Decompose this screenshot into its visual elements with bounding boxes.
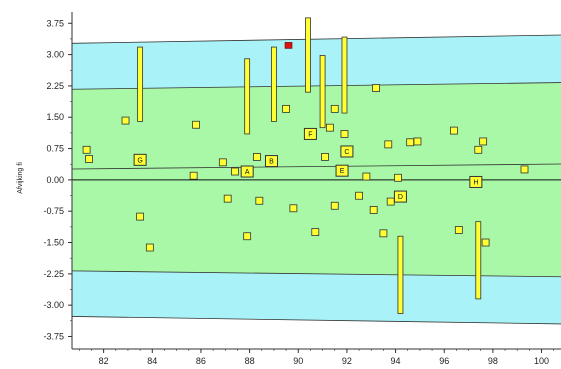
y-tick-label: -2.25 <box>43 269 64 279</box>
data-point <box>192 120 200 129</box>
outer-upper-line <box>71 34 561 44</box>
range-bar <box>319 55 326 129</box>
labeled-point-label: C <box>344 149 349 156</box>
range-bar <box>305 17 311 93</box>
labeled-point-label: B <box>269 159 274 166</box>
data-point <box>406 138 415 147</box>
data-point <box>218 158 227 167</box>
outer-lower-line <box>71 316 561 325</box>
y-tick-label: 0.00 <box>46 175 64 185</box>
data-point <box>82 145 91 154</box>
data-point <box>255 196 264 205</box>
data-point <box>340 130 349 138</box>
data-point <box>243 232 252 241</box>
x-tick-label: 98 <box>488 356 498 366</box>
range-bar <box>137 46 144 122</box>
labeled-point <box>393 190 407 203</box>
range-bar <box>475 221 482 300</box>
outlier-point <box>284 42 293 49</box>
labeled-point-label: D <box>398 194 403 201</box>
data-point <box>189 171 198 180</box>
center-line <box>71 163 561 170</box>
data-point <box>325 123 334 132</box>
data-point <box>223 194 232 203</box>
x-tick-label: 92 <box>342 356 352 366</box>
x-tick-label: 94 <box>391 356 401 366</box>
data-point <box>355 191 363 200</box>
data-point <box>394 173 402 182</box>
data-point <box>145 243 154 252</box>
data-point <box>454 226 463 234</box>
labeled-point-label: G <box>137 157 142 164</box>
y-tick-label: 2.25 <box>46 81 64 91</box>
labeled-point-label: A <box>245 169 250 176</box>
labeled-point <box>240 165 254 178</box>
data-point <box>450 126 458 135</box>
y-tick-label: -3.75 <box>43 331 64 341</box>
x-tick-label: 86 <box>196 356 206 366</box>
range-bar <box>271 46 277 122</box>
y-tick-label: -1.50 <box>43 238 64 248</box>
data-point <box>413 137 422 146</box>
labeled-point <box>469 175 483 188</box>
data-point <box>121 116 130 125</box>
y-tick-label: 0.75 <box>46 144 64 154</box>
y-tick-label: -3.00 <box>43 300 64 310</box>
x-tick-label: 82 <box>99 356 109 366</box>
x-tick-label: 88 <box>245 356 255 366</box>
y-tick-label: 3.00 <box>46 50 64 60</box>
labeled-point-label: F <box>308 131 312 138</box>
data-point <box>369 206 378 214</box>
y-axis-title: Afvijking fi <box>17 162 24 194</box>
data-point <box>311 228 320 236</box>
data-point <box>330 201 339 210</box>
data-point <box>330 104 339 113</box>
x-tick-label: 90 <box>293 356 303 366</box>
data-point <box>520 165 529 174</box>
labeled-point <box>303 127 317 140</box>
data-point <box>252 153 261 161</box>
labeled-point <box>340 145 354 158</box>
data-point <box>481 238 490 247</box>
x-tick-label: 96 <box>439 356 449 366</box>
data-point <box>362 172 371 181</box>
data-point <box>231 167 239 176</box>
data-point <box>136 212 145 221</box>
range-bar <box>341 36 348 114</box>
data-point <box>479 137 488 146</box>
labeled-point <box>335 164 349 177</box>
y-tick-label: -0.75 <box>43 206 64 216</box>
range-bar <box>397 235 404 314</box>
data-point <box>474 145 483 154</box>
y-tick-label: 3.75 <box>46 18 64 28</box>
y-tick-label: 1.50 <box>46 112 64 122</box>
data-point <box>282 104 290 113</box>
data-point <box>384 140 393 149</box>
inner-upper-line <box>71 82 561 90</box>
labeled-point <box>264 155 278 168</box>
data-point <box>85 155 93 163</box>
labeled-point-label: E <box>340 168 345 175</box>
data-point <box>379 229 388 238</box>
data-point <box>386 197 395 206</box>
labeled-point <box>133 153 147 166</box>
data-point <box>289 204 298 213</box>
range-bar <box>244 58 251 135</box>
data-point <box>321 153 329 161</box>
plot-area: 3.75 3.00 2.25 1.50 0.75 0.00 -0.75 -1.50 -2.25 -… <box>43 12 561 366</box>
data-point <box>372 84 381 92</box>
x-tick-label: 100 <box>534 356 549 366</box>
x-tick-label: 84 <box>147 356 157 366</box>
labeled-point-label: H <box>473 179 478 186</box>
